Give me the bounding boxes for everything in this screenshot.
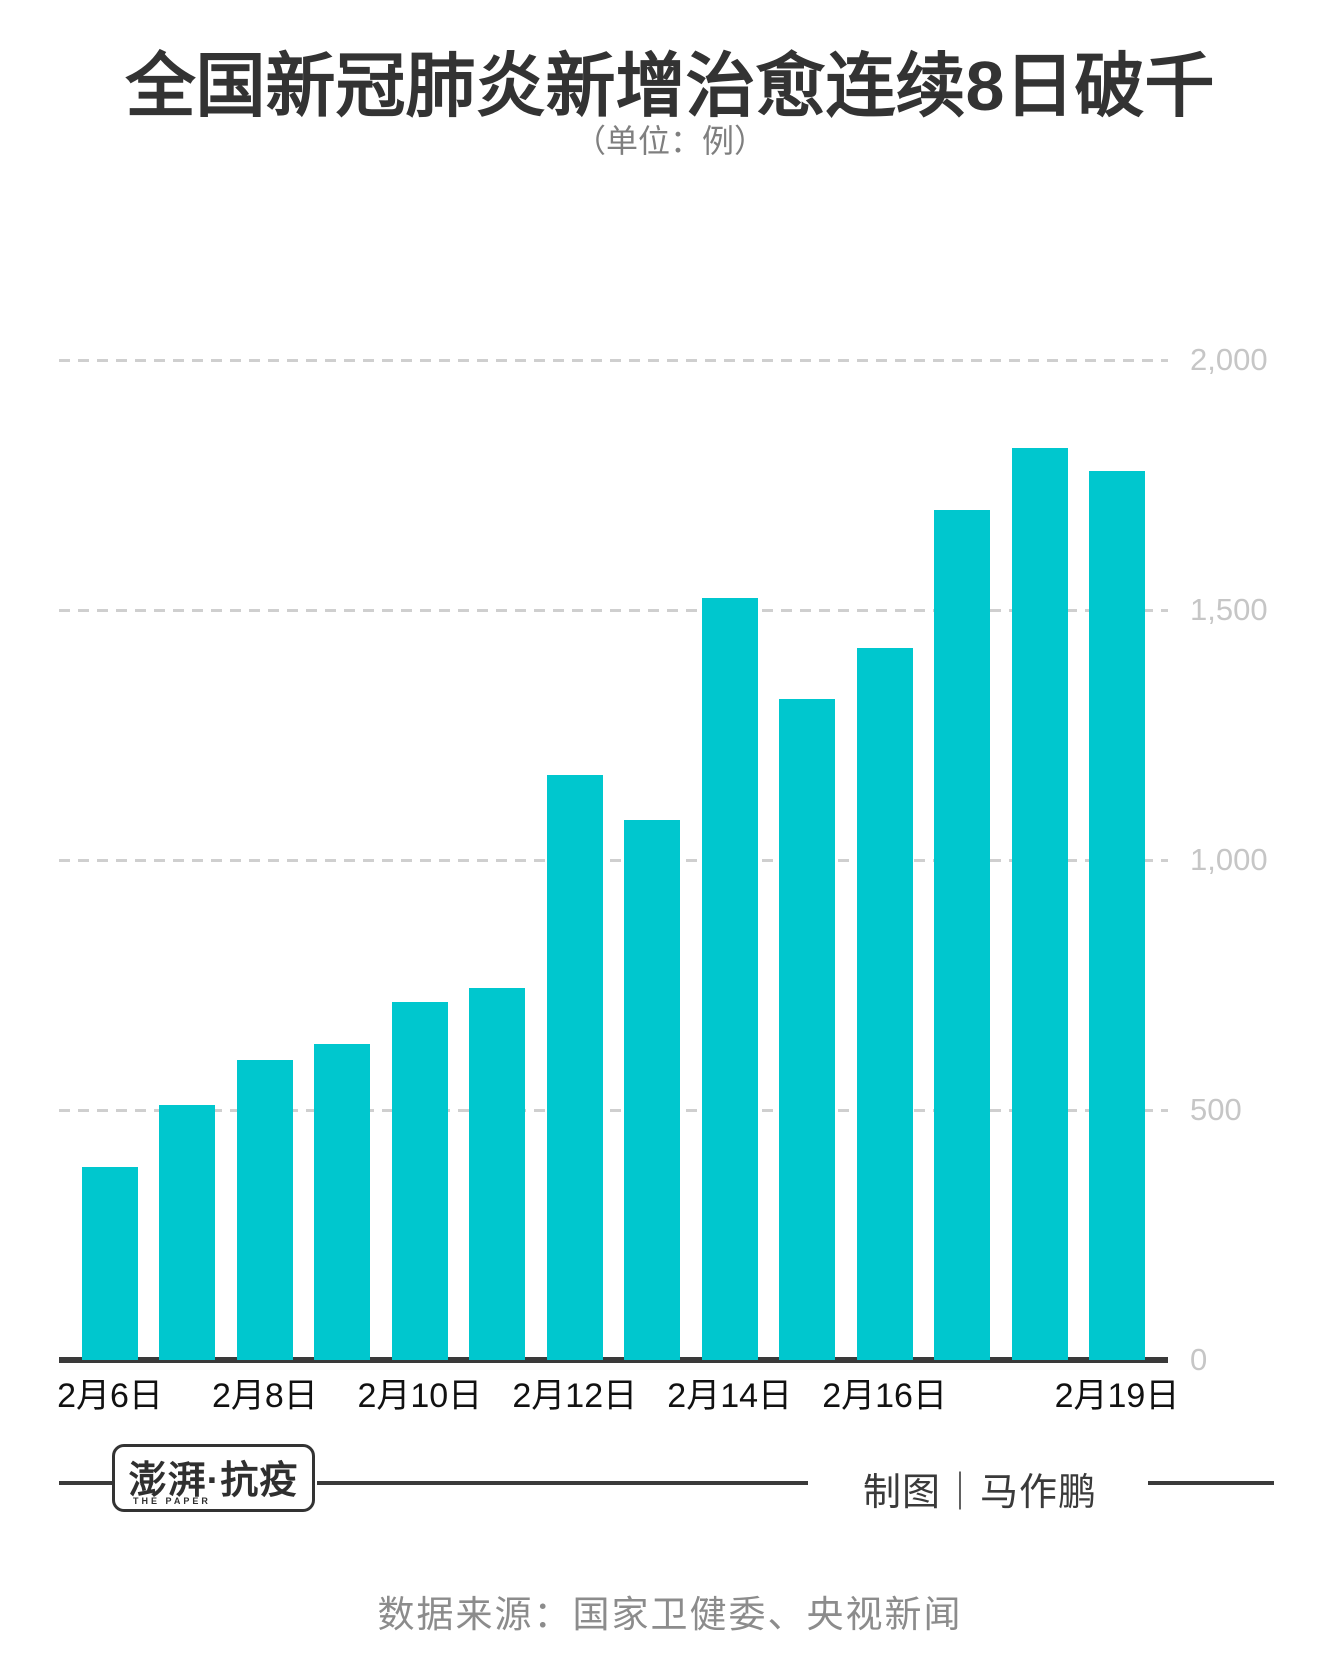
bar-14	[1088, 470, 1145, 1360]
x-axis-label: 2月8日	[211, 1377, 318, 1415]
gridline-1500	[59, 608, 1168, 612]
bar-7	[546, 774, 603, 1360]
x-axis-label: 2月16日	[822, 1377, 947, 1415]
y-axis-label: 2,000	[1190, 342, 1268, 377]
x-axis-label: 2月10日	[357, 1377, 483, 1415]
bar-11	[856, 647, 913, 1360]
y-axis-label: 0	[1190, 1342, 1208, 1377]
gridline-500	[59, 1108, 1168, 1112]
bar-1	[82, 1166, 138, 1360]
logo-subtext: THE PAPER	[133, 1496, 211, 1506]
x-axis-label: 2月14日	[667, 1377, 793, 1415]
y-axis-label: 500	[1190, 1092, 1242, 1127]
chart-title: 全国新冠肺炎新增治愈连续8日破千	[125, 47, 1215, 125]
logo-text: 澎湃·抗疫	[128, 1460, 299, 1502]
credit-text: 制图｜马作鹏	[862, 1472, 1097, 1514]
source-text: 数据来源：国家卫健委、央视新闻	[377, 1594, 963, 1635]
bar-6	[469, 988, 526, 1360]
gridline-2000	[59, 358, 1168, 362]
bar-9	[701, 598, 758, 1360]
x-axis-line	[59, 1357, 1168, 1363]
y-axis-label: 1,500	[1190, 592, 1268, 627]
footer-rule-right	[1148, 1481, 1274, 1485]
chart-unit-label: （单位：例）	[573, 123, 766, 159]
bar-13	[1011, 448, 1068, 1360]
x-axis-label: 2月12日	[512, 1377, 638, 1415]
bar-4	[314, 1044, 371, 1360]
y-axis-label: 1,000	[1190, 842, 1268, 877]
footer-rule-left	[59, 1481, 112, 1485]
bar-5	[391, 1002, 448, 1360]
bar-12	[934, 509, 991, 1360]
gridline-1000	[59, 858, 1168, 862]
footer-rule-middle	[317, 1481, 808, 1485]
bar-10	[779, 698, 836, 1360]
x-axis-label: 2月6日	[57, 1377, 163, 1415]
bar-8	[624, 819, 681, 1360]
x-axis-label: 2月19日	[1054, 1377, 1180, 1415]
bar-2	[159, 1105, 216, 1360]
bar-3	[236, 1060, 293, 1360]
thepaper-logo: 澎湃·抗疫 THE PAPER	[112, 1444, 315, 1512]
